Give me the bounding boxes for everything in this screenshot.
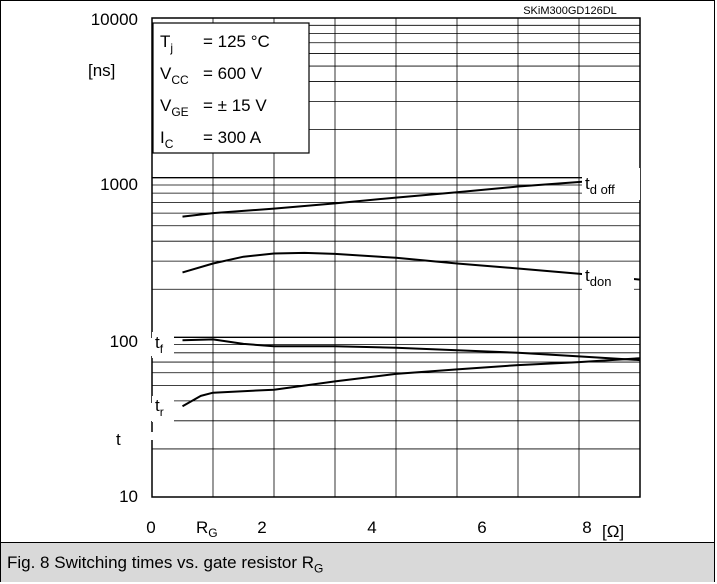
plot-area-border: [151, 17, 641, 498]
axis-gap: [150, 432, 154, 440]
series-line-2: [182, 338, 641, 362]
condition-ic: IC = 300 A: [160, 128, 262, 151]
x-axis-unit: [Ω]: [602, 522, 624, 541]
series-line-3: [182, 357, 641, 408]
condition-vcc: VCC = 600 V: [160, 64, 263, 87]
series-line-1: [182, 251, 641, 281]
conditions-box: [152, 22, 310, 154]
x-tick-label-2: 2: [257, 518, 266, 537]
figure-caption: Fig. 8 Switching times vs. gate resistor…: [7, 553, 324, 576]
series-label-t-don: tdon: [585, 266, 611, 289]
x-tick-label-0: 0: [146, 518, 155, 537]
y-axis-unit: [ns]: [88, 61, 115, 80]
label-bg-tf: [152, 332, 174, 358]
y-tick-label-10000: 10000: [91, 10, 138, 29]
series-label-t-f: tf: [155, 333, 164, 356]
figure-id-label: SKiM300GD126DL: [523, 5, 617, 17]
x-tick-label-6: 6: [477, 518, 486, 537]
y-tick-label-10: 10: [119, 487, 138, 506]
curves: [150, 176, 641, 440]
condition-vge: VGE = ± 15 V: [160, 96, 267, 119]
caption-bar: Fig. 8 Switching times vs. gate resistor…: [1, 542, 714, 582]
condition-tj: Tj = 125 °C: [160, 32, 270, 55]
conditions-box-border: [152, 22, 310, 154]
series-label-td-off: td off: [585, 174, 615, 197]
series-label-t-r: tr: [155, 396, 164, 419]
x-tick-label-8: 8: [582, 518, 591, 537]
y-axis-symbol: t: [116, 430, 121, 449]
x-axis-symbol: RG: [196, 518, 218, 540]
label-bg-tdoff: [582, 168, 640, 200]
series-line-0: [182, 176, 641, 218]
label-bg-tdon: [582, 262, 634, 292]
y-tick-label-100: 100: [110, 332, 138, 351]
label-bg-tr: [152, 396, 174, 422]
y-tick-label-1000: 1000: [100, 175, 138, 194]
x-tick-label-4: 4: [367, 518, 376, 537]
